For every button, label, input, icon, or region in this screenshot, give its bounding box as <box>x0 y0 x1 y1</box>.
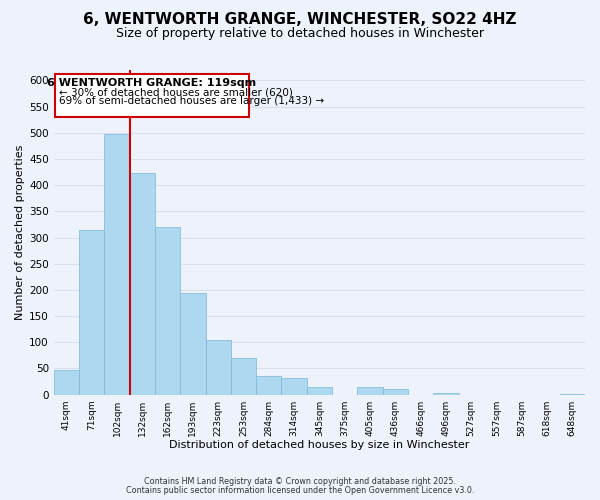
Text: 69% of semi-detached houses are larger (1,433) →: 69% of semi-detached houses are larger (… <box>59 96 324 106</box>
Bar <box>281 378 307 394</box>
Bar <box>206 340 231 394</box>
Bar <box>155 227 180 394</box>
X-axis label: Distribution of detached houses by size in Winchester: Distribution of detached houses by size … <box>169 440 470 450</box>
Text: 6, WENTWORTH GRANGE, WINCHESTER, SO22 4HZ: 6, WENTWORTH GRANGE, WINCHESTER, SO22 4H… <box>83 12 517 28</box>
Bar <box>130 173 155 394</box>
Text: Size of property relative to detached houses in Winchester: Size of property relative to detached ho… <box>116 28 484 40</box>
Bar <box>433 393 458 394</box>
Text: Contains public sector information licensed under the Open Government Licence v3: Contains public sector information licen… <box>126 486 474 495</box>
Bar <box>180 292 206 394</box>
Text: 6 WENTWORTH GRANGE: 119sqm: 6 WENTWORTH GRANGE: 119sqm <box>47 78 256 88</box>
Y-axis label: Number of detached properties: Number of detached properties <box>15 144 25 320</box>
Bar <box>104 134 130 394</box>
Bar <box>79 230 104 394</box>
Bar <box>358 388 383 394</box>
Bar <box>256 376 281 394</box>
Bar <box>383 390 408 394</box>
Text: Contains HM Land Registry data © Crown copyright and database right 2025.: Contains HM Land Registry data © Crown c… <box>144 477 456 486</box>
Bar <box>307 388 332 394</box>
Bar <box>55 74 248 117</box>
Bar <box>54 370 79 394</box>
Text: ← 30% of detached houses are smaller (620): ← 30% of detached houses are smaller (62… <box>59 88 293 98</box>
Bar <box>231 358 256 395</box>
